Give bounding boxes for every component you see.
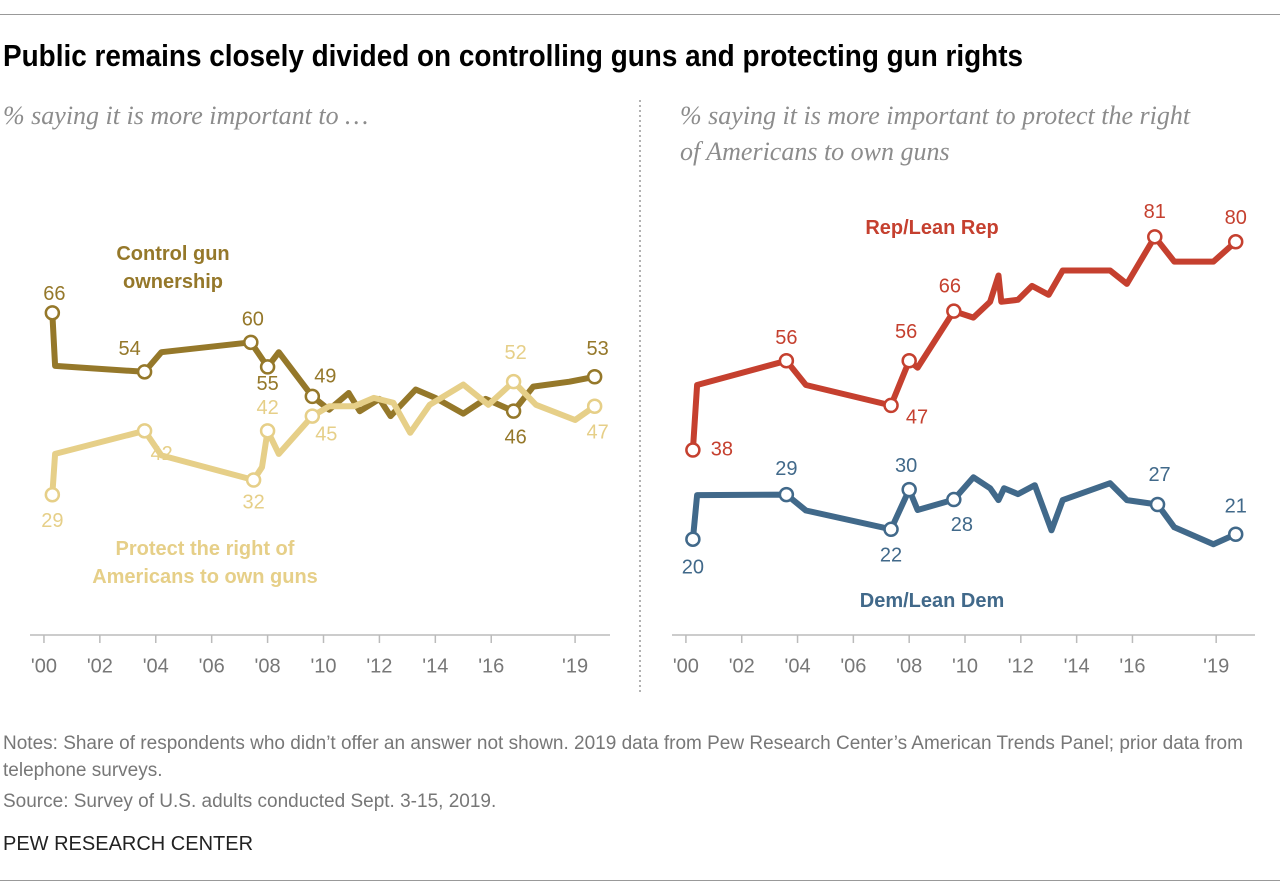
x-tick-label: '06 [840, 655, 866, 677]
line [689, 233, 1239, 453]
data-label: 28 [951, 514, 973, 536]
point [586, 398, 603, 414]
point [505, 373, 522, 390]
point [1147, 229, 1163, 245]
data-label: 60 [242, 309, 264, 331]
line [49, 309, 598, 420]
point [778, 486, 795, 503]
data-label: 47 [587, 422, 609, 444]
subtitle: % saying it is more important to … [3, 101, 369, 130]
data-label: 49 [314, 366, 336, 388]
data-label: 38 [711, 438, 733, 460]
data-label: 54 [118, 338, 140, 360]
x-tick-label: '04 [143, 655, 169, 677]
x-tick-label: '00 [673, 655, 699, 677]
point [946, 303, 962, 319]
data-label: 66 [939, 275, 961, 297]
point [304, 388, 321, 405]
line [49, 378, 598, 498]
notes: Notes: Share of respondents who didn’t o… [3, 733, 1243, 781]
point [586, 369, 603, 385]
series-label: Control gun ownership [116, 243, 230, 293]
x-tick-label: '08 [255, 655, 281, 677]
subtitle: % saying it is more important to protect… [680, 101, 1191, 166]
data-label: 80 [1225, 207, 1247, 229]
x-tick-label: '02 [87, 655, 113, 677]
data-label: 66 [43, 283, 65, 305]
point [1227, 526, 1244, 543]
point [259, 423, 276, 439]
x-tick-label: '16 [478, 655, 504, 677]
point [505, 403, 522, 419]
point [243, 334, 259, 351]
point [136, 423, 153, 439]
bottom-rule [0, 880, 1280, 881]
x-tick-label: '06 [199, 655, 225, 677]
data-label: 45 [315, 423, 337, 445]
data-label: 46 [504, 426, 526, 448]
x-tick-label: '12 [366, 655, 392, 677]
point [901, 481, 917, 498]
data-label: 30 [895, 455, 917, 477]
x-tick-label: '00 [31, 655, 57, 677]
data-label: 27 [1148, 464, 1170, 486]
point [44, 487, 61, 503]
top-rule [0, 14, 1280, 15]
x-tick-label: '14 [422, 655, 448, 677]
point [1227, 234, 1244, 250]
data-label: 52 [504, 342, 526, 364]
data-label: 29 [41, 510, 63, 532]
series-label: Rep/Lean Rep [865, 217, 999, 239]
point [778, 353, 795, 369]
x-tick-label: '08 [896, 655, 922, 677]
point [259, 359, 276, 375]
x-tick-label: '14 [1064, 655, 1090, 677]
brand: PEW RESEARCH CENTER [3, 833, 254, 855]
data-label: 53 [587, 338, 609, 360]
x-tick-label: '10 [952, 655, 978, 677]
x-tick-label: '12 [1008, 655, 1034, 677]
data-label: 56 [775, 327, 797, 349]
data-label: 21 [1225, 496, 1247, 518]
x-tick-label: '19 [562, 655, 588, 677]
x-tick-label: '10 [310, 655, 336, 677]
data-label: 81 [1144, 201, 1166, 223]
series-label: Dem/Lean Dem [859, 590, 1005, 612]
page-title: Public remains closely divided on contro… [3, 38, 1024, 73]
point [136, 364, 153, 380]
point [245, 472, 262, 488]
data-label: 20 [682, 556, 704, 578]
point [883, 521, 899, 538]
point [44, 305, 61, 321]
data-label: 29 [775, 458, 797, 480]
data-label: 22 [880, 545, 902, 567]
data-label: 56 [895, 321, 917, 343]
point [685, 531, 701, 547]
data-label: 47 [906, 407, 928, 429]
point [946, 491, 962, 508]
series-label: Protect the right of Americans to own gu… [92, 538, 318, 588]
point [883, 397, 899, 414]
point [901, 353, 917, 369]
x-tick-label: '16 [1119, 655, 1145, 677]
x-tick-label: '02 [729, 655, 755, 677]
data-label: 42 [150, 443, 172, 465]
x-tick-label: '19 [1203, 655, 1229, 677]
source: Source: Survey of U.S. adults conducted … [3, 791, 497, 812]
x-tick-label: '04 [785, 655, 811, 677]
point [1149, 496, 1166, 513]
point [304, 408, 321, 424]
data-label: 42 [256, 397, 278, 419]
line [689, 474, 1239, 548]
data-label: 32 [242, 491, 264, 513]
data-label: 55 [256, 373, 278, 395]
point [685, 442, 701, 458]
